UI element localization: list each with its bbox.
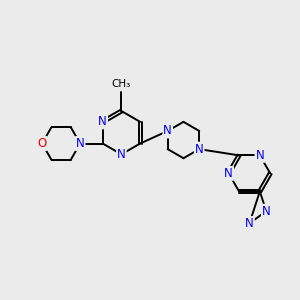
Text: N: N — [98, 116, 107, 128]
Text: N: N — [262, 205, 271, 218]
Text: CH₃: CH₃ — [112, 79, 131, 88]
Text: N: N — [117, 148, 126, 161]
Text: N: N — [76, 137, 85, 150]
Text: N: N — [163, 124, 172, 137]
Text: N: N — [224, 167, 233, 180]
Text: O: O — [38, 137, 47, 150]
Text: N: N — [195, 142, 204, 156]
Text: N: N — [245, 217, 254, 230]
Text: N: N — [256, 149, 264, 162]
